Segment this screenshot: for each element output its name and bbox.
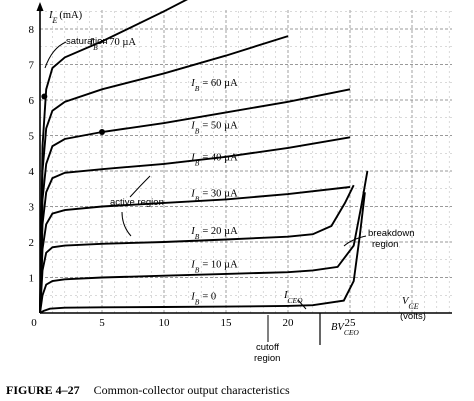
series-label: IB = 50 µA	[190, 120, 238, 135]
grid	[40, 8, 452, 313]
x-tick-label: 25	[345, 317, 357, 329]
active-region-arrow-up	[129, 175, 151, 198]
y-tick-label: 8	[29, 24, 35, 36]
y-tick-label: 5	[29, 131, 35, 143]
x-tick-label: 20	[283, 317, 295, 329]
series-label: IB = 40 µA	[190, 152, 238, 167]
series-line	[39, 35, 289, 314]
figure-caption: FIGURE 4–27 Common-collector output chara…	[6, 383, 290, 398]
curves	[39, 0, 369, 314]
x-tick-label: 5	[99, 317, 105, 329]
cutoff-label-line2: region	[254, 353, 280, 364]
x-tick-label: 10	[159, 317, 171, 329]
marked-point	[41, 93, 48, 100]
breakdown-label-line1: breakdown	[368, 228, 414, 239]
cutoff-label-line1: cutoff	[256, 342, 279, 353]
series-line	[39, 0, 188, 314]
marked-point	[99, 128, 105, 135]
x-tick-label: 0	[31, 317, 37, 329]
series-line	[39, 88, 351, 314]
series-line	[39, 170, 369, 314]
series-line	[39, 184, 355, 314]
bvceo-label: BVCEO	[331, 322, 359, 337]
y-tick-label: 1	[29, 273, 35, 285]
marked-points	[41, 93, 105, 135]
y-axis-arrow	[36, 2, 44, 11]
annotations: saturation active region breakdown regio…	[44, 36, 414, 364]
saturation-arrow	[44, 41, 67, 69]
y-tick-label: 7	[29, 60, 35, 72]
x-tick-label: 15	[221, 317, 233, 329]
breakdown-label-line2: region	[372, 239, 398, 250]
series-label: IB = 10 µA	[190, 260, 238, 275]
series-label: IB = 30 µA	[190, 189, 238, 204]
series-label: IB = 70 µA	[89, 37, 137, 52]
iceo-label: ICEO	[283, 290, 303, 305]
y-axis-label: IE (mA)	[48, 10, 83, 25]
x-axis-label: VCE	[402, 296, 419, 311]
saturation-label: saturation	[66, 36, 108, 47]
figure-number: FIGURE 4–27	[6, 383, 80, 397]
figure-title: Common-collector output characteristics	[93, 383, 290, 397]
series-label: IB = 60 µA	[190, 78, 238, 93]
series-label: IB = 0	[190, 292, 216, 307]
breakdown-arrow	[343, 235, 367, 247]
y-tick-label: 6	[29, 95, 35, 107]
y-tick-label: 2	[29, 237, 35, 249]
x-axis-unit: (volts)	[400, 311, 426, 322]
y-tick-label: 4	[29, 166, 35, 178]
iceo-arrow	[297, 299, 307, 310]
axes	[36, 2, 452, 314]
tick-labels: 0 5 10 15 20 25 1 2 3 4 5 6 7 8	[29, 24, 357, 329]
series-line	[39, 192, 366, 314]
series-label: IB = 20 µA	[190, 226, 238, 241]
active-region-label: active region	[110, 197, 164, 208]
series-line	[39, 186, 351, 314]
curve-labels: IB = 0 IB = 10 µA IB = 20 µA IB = 30 µA IB = 40 µ…	[89, 37, 238, 306]
active-region-arrow-down	[121, 211, 132, 237]
series-line	[39, 136, 351, 314]
y-tick-label: 3	[29, 202, 35, 214]
